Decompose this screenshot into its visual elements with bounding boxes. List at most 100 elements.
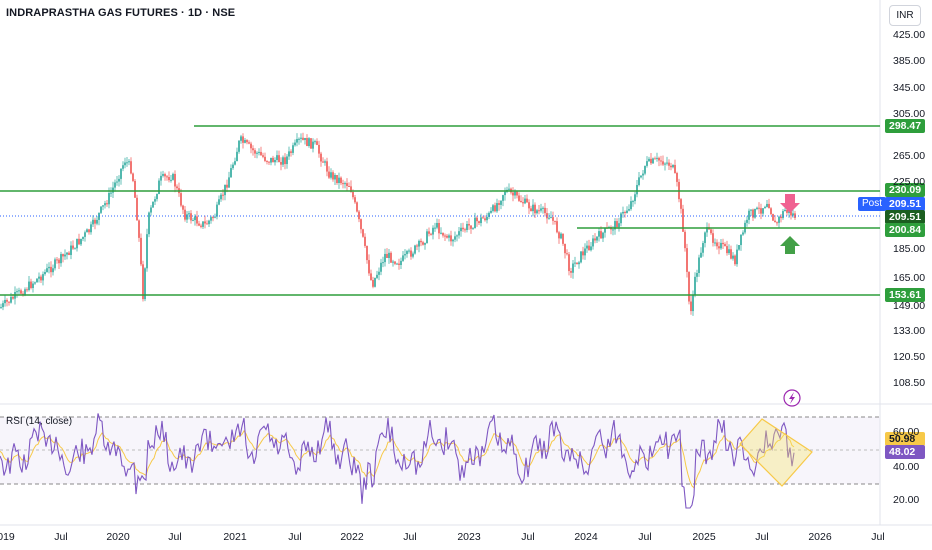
candle-body (648, 158, 650, 162)
candle-body (746, 219, 748, 223)
lightning-icon[interactable] (783, 389, 801, 407)
candle-body (384, 253, 386, 263)
candle-body (464, 229, 466, 231)
candle-body (284, 157, 286, 165)
candle-body (768, 203, 770, 209)
candle-body (356, 202, 358, 212)
candle-body (438, 222, 440, 234)
candle-body (62, 254, 64, 257)
candle-body (72, 245, 74, 249)
candle-body (336, 174, 338, 183)
candle-body (720, 242, 722, 249)
candle-body (102, 205, 104, 207)
candle-body (758, 207, 760, 209)
candle-body (210, 217, 212, 221)
candle-body (174, 173, 176, 187)
candle-body (342, 183, 344, 185)
candlestick-series (0, 132, 796, 316)
candle-body (782, 211, 784, 219)
candle-body (402, 255, 404, 261)
candle-body (116, 181, 118, 183)
rsi-ma-value-tag: 50.98 (889, 433, 916, 445)
candle-body (570, 271, 572, 273)
rsi-moving-average-line (0, 429, 795, 489)
candle-body (444, 235, 446, 237)
price-tick: 149.00 (893, 300, 926, 312)
candle-body (412, 253, 414, 257)
candle-body (552, 217, 554, 221)
candle-body (772, 214, 774, 221)
candle-body (420, 240, 422, 243)
candle-body (362, 229, 364, 237)
candle-body (652, 158, 654, 164)
price-tick: 265.00 (893, 150, 926, 162)
candle-body (300, 137, 302, 139)
candle-body (200, 225, 202, 227)
candle-body (588, 245, 590, 251)
time-label: 2020 (106, 531, 130, 543)
rsi-indicator-label[interactable]: RSI (14, close) (6, 416, 73, 427)
candle-body (670, 165, 672, 168)
arrow-down-icon[interactable] (780, 194, 800, 213)
price-tick: 108.50 (893, 377, 926, 389)
candle-body (128, 161, 130, 163)
candle-body (118, 178, 120, 182)
candle-body (486, 216, 488, 221)
price-tick: 385.00 (893, 55, 926, 67)
candle-body (274, 159, 276, 163)
candle-body (512, 192, 514, 196)
candle-body (266, 160, 268, 162)
candle-body (370, 273, 372, 281)
candle-body (418, 240, 420, 247)
candle-body (532, 204, 534, 212)
candle-body (168, 177, 170, 181)
candle-body (44, 272, 46, 275)
candle-body (100, 206, 102, 213)
candle-body (526, 198, 528, 203)
candle-body (16, 291, 18, 293)
candle-body (52, 268, 54, 273)
candle-body (644, 165, 646, 174)
candle-body (734, 255, 736, 265)
candle-body (242, 136, 244, 143)
candle-body (682, 208, 684, 232)
candle-body (64, 254, 66, 257)
candle-body (750, 209, 752, 211)
currency-button[interactable]: INR (889, 5, 921, 26)
candle-body (426, 231, 428, 244)
candle-body (634, 194, 636, 202)
arrow-up-icon[interactable] (780, 236, 800, 254)
candle-body (620, 213, 622, 224)
candle-body (152, 201, 154, 208)
candle-body (388, 252, 390, 258)
candle-body (476, 217, 478, 222)
rsi-pattern-shape[interactable] (739, 418, 813, 487)
candle-body (214, 216, 216, 218)
candle-body (114, 182, 116, 188)
candle-body (104, 203, 106, 206)
rsi-tick: 60.00 (893, 426, 920, 438)
candle-body (26, 289, 28, 291)
candle-body (270, 157, 272, 163)
candle-body (192, 220, 194, 222)
candle-body (536, 210, 538, 214)
candle-body (28, 281, 30, 291)
post-badge: Post (858, 197, 887, 211)
candle-body (450, 235, 452, 242)
candle-body (292, 145, 294, 153)
candle-body (0, 307, 2, 309)
candle-body (316, 141, 318, 145)
candle-body (754, 208, 756, 218)
candle-body (216, 204, 218, 217)
candle-body (138, 220, 140, 238)
candle-body (452, 239, 454, 242)
candle-body (48, 266, 50, 269)
candle-body (540, 208, 542, 211)
chart-title: INDRAPRASTHA GAS FUTURES · 1D · NSE (6, 7, 236, 19)
candle-body (378, 271, 380, 275)
time-label: 2022 (340, 531, 364, 543)
candle-body (126, 162, 128, 164)
candle-body (232, 164, 234, 169)
candle-body (392, 261, 394, 263)
